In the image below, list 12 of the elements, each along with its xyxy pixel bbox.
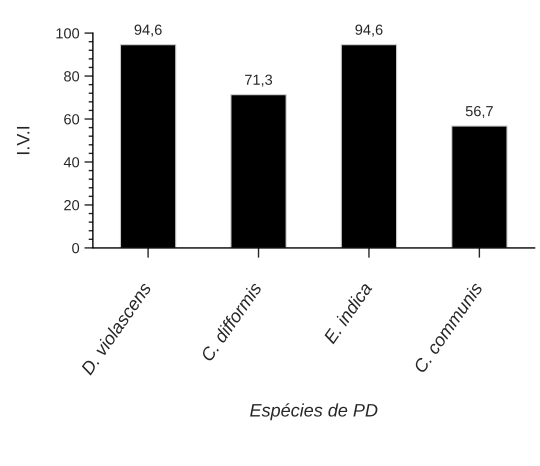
y-tick-label: 60 xyxy=(64,114,80,124)
x-axis-title: Espécies de PD xyxy=(250,403,378,420)
data-label: 71,3 xyxy=(245,74,272,87)
y-tick-label: 100 xyxy=(56,28,80,39)
y-tick-label: 0 xyxy=(72,243,80,254)
y-axis-title: I.V.I xyxy=(16,126,30,154)
data-label: 56,7 xyxy=(466,106,493,118)
y-tick-label: 20 xyxy=(64,200,80,210)
y-tick-label: 80 xyxy=(64,71,80,82)
y-tick-label: 40 xyxy=(64,157,80,168)
data-label: 94,6 xyxy=(355,24,383,37)
data-label: 94,6 xyxy=(134,24,162,37)
